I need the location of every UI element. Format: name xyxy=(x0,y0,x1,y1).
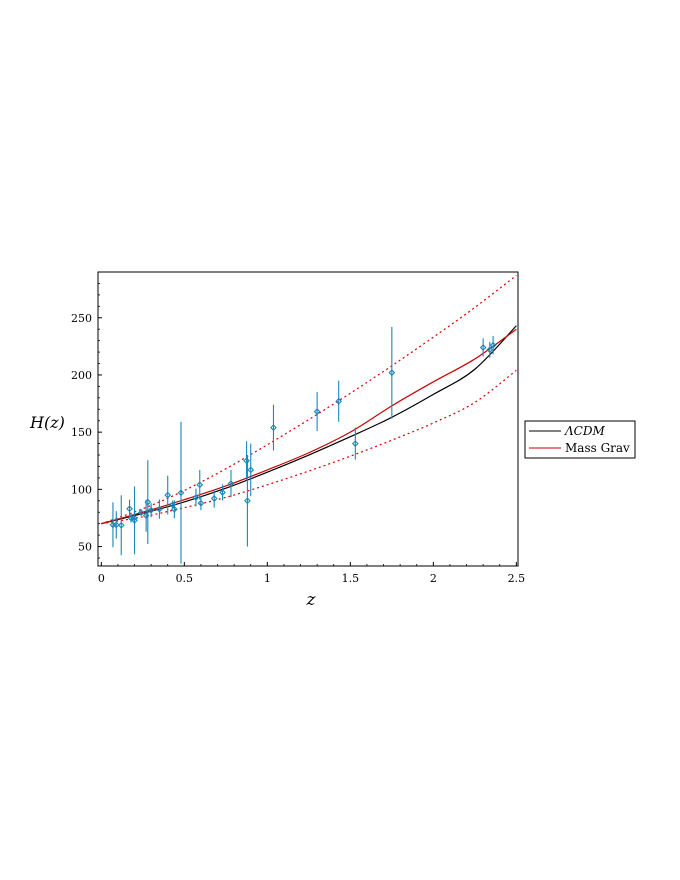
curve-lcdm xyxy=(101,325,517,525)
dotted-bound-curve-2 xyxy=(101,274,517,525)
x-tick-label: 0 xyxy=(98,572,105,585)
data-point xyxy=(177,489,185,497)
x-tick-label: 1.5 xyxy=(342,572,360,585)
data-point xyxy=(164,491,172,499)
curve-mass-grav xyxy=(101,328,517,525)
y-tick-label: 200 xyxy=(71,369,92,382)
data-point xyxy=(244,497,251,505)
errorbar-layer xyxy=(109,326,497,564)
data-point xyxy=(351,440,359,447)
legend-label-mass-grav: Mass Grav xyxy=(565,441,630,455)
y-tick-label: 100 xyxy=(71,483,92,496)
data-point xyxy=(131,516,138,524)
data-point xyxy=(388,369,396,377)
data-point xyxy=(247,466,255,474)
x-tick-label: 0.5 xyxy=(176,572,194,585)
x-tick-label: 1 xyxy=(264,572,271,585)
data-point xyxy=(126,505,133,513)
data-point xyxy=(479,344,487,351)
legend: ΛCDM Mass Grav xyxy=(524,420,636,459)
y-tick-label: 50 xyxy=(78,541,92,554)
x-tick-label: 2 xyxy=(430,572,437,585)
data-point xyxy=(112,521,120,529)
data-point xyxy=(227,480,235,488)
data-point xyxy=(210,495,218,502)
data-point xyxy=(489,341,497,349)
y-axis-title: H(z) xyxy=(29,413,65,432)
data-point xyxy=(170,505,178,513)
data-point xyxy=(196,481,204,489)
plot-frame xyxy=(97,271,519,567)
data-point xyxy=(243,457,250,465)
curve-layer xyxy=(101,274,517,525)
legend-box xyxy=(524,420,636,459)
data-point xyxy=(147,506,155,514)
data-point xyxy=(156,505,163,513)
legend-label-lcdm: ΛCDM xyxy=(564,424,605,438)
data-point xyxy=(192,494,200,501)
data-point xyxy=(313,408,321,415)
y-tick-label: 250 xyxy=(71,312,92,325)
x-axis-title: z xyxy=(306,590,317,610)
y-tick-label: 150 xyxy=(71,426,92,439)
data-point xyxy=(197,499,205,507)
data-point xyxy=(137,509,145,516)
data-point xyxy=(117,521,125,529)
tick-layer: 0 0.5 1 1.5 2 2.5 50 100 150 200 250 xyxy=(71,283,525,585)
data-point xyxy=(335,397,343,405)
data-point xyxy=(144,498,152,506)
dotted-bound-curve-3 xyxy=(101,369,517,525)
data-point xyxy=(270,424,277,431)
data-point xyxy=(219,489,226,496)
data-point xyxy=(486,346,494,354)
x-tick-label: 2.5 xyxy=(508,572,526,585)
